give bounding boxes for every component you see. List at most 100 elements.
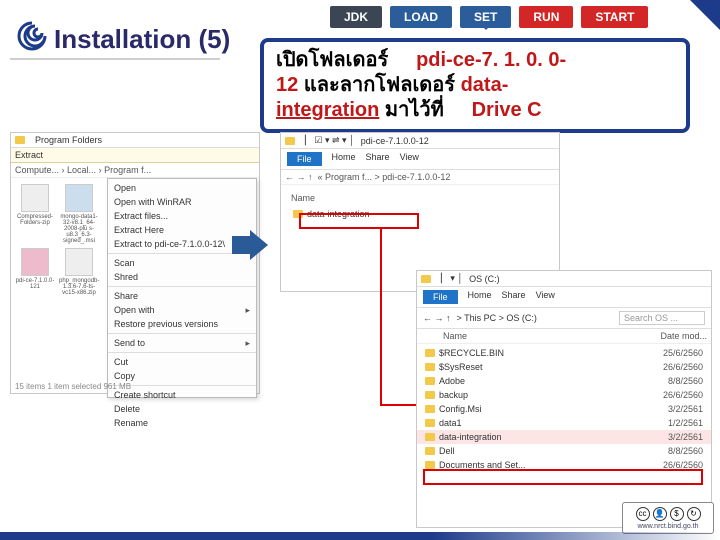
ctx-restore[interactable]: Restore previous versions <box>108 317 256 331</box>
window-title: pdi-ce-7.1.0.0-12 <box>361 136 429 146</box>
ctx-send-to[interactable]: Send to <box>108 336 256 350</box>
titlebar: ▏ ☑ ▾ ⇌ ▾ │ pdi-ce-7.1.0.0-12 <box>281 133 559 149</box>
file-tile[interactable]: php_mongodb-1.3.6-7.6-ts-vc15-x86.zip <box>59 248 99 296</box>
list-item[interactable]: $RECYCLE.BIN25/6/2560 <box>417 346 711 360</box>
cc-sa-icon: ↻ <box>687 507 701 521</box>
folder-icon <box>425 405 435 413</box>
page-title: Installation (5) <box>54 24 230 55</box>
explorer-window-c-drive: ▏ ▾ │ OS (C:) File Home Share View ← → ↑… <box>416 270 712 528</box>
search-input[interactable]: Search OS ... <box>619 311 705 325</box>
folder-icon <box>285 137 295 145</box>
status-bar: 15 items 1 item selected 961 MB <box>15 382 131 391</box>
nav-run[interactable]: RUN <box>519 6 573 28</box>
file-tile[interactable]: pdi-ce-7.1.0.0-121 <box>15 248 55 296</box>
crumb[interactable]: Local... <box>67 165 96 175</box>
column-headers: Name Date mod... <box>417 329 711 344</box>
cc-by-icon: 👤 <box>653 507 667 521</box>
titlebar: Program Folders <box>11 133 259 148</box>
corner-accent-bottom <box>0 532 720 540</box>
spiral-icon <box>16 20 48 52</box>
titlebar: ▏ ▾ │ OS (C:) <box>417 271 711 287</box>
corner-accent-top <box>690 0 720 30</box>
crumb[interactable]: Program f... <box>104 165 151 175</box>
ribbon-label: Extract <box>15 150 43 160</box>
ctx-open[interactable]: Open <box>108 181 256 195</box>
step-nav: JDK LOAD SET RUN START <box>330 6 648 28</box>
column-header: Name <box>287 191 553 205</box>
instruction-box: เปิดโฟลเดอร์ pdi-ce-7. 1. 0. 0- 12 และลา… <box>260 38 690 133</box>
nav-set[interactable]: SET <box>460 6 511 28</box>
explorer-window-downloads: Program Folders Extract Compute... › Loc… <box>10 132 260 394</box>
folder-icon <box>425 433 435 441</box>
ctx-cut[interactable]: Cut <box>108 355 256 369</box>
instr-text: Drive C <box>472 99 542 121</box>
list-item[interactable]: Config.Msi3/2/2561 <box>417 402 711 416</box>
folder-icon <box>425 461 435 469</box>
list-item[interactable]: data-integration3/2/2561 <box>417 430 711 444</box>
tab-home[interactable]: Home <box>332 152 356 166</box>
tab-file[interactable]: File <box>287 152 322 166</box>
ctx-open-with[interactable]: Open with <box>108 303 256 317</box>
arrow-icon <box>230 230 270 260</box>
file-tile[interactable]: mongo-data1-32-v8.1_64-2008-plu s-u8.3_6… <box>59 184 99 244</box>
folder-icon <box>425 349 435 357</box>
folder-icon <box>425 419 435 427</box>
window-title: OS (C:) <box>469 274 500 284</box>
instr-text: และลากโฟลเดอร์ <box>304 74 461 96</box>
list-item[interactable]: backup26/6/2560 <box>417 388 711 402</box>
folder-icon <box>421 275 431 283</box>
ctx-extract-files[interactable]: Extract files... <box>108 209 256 223</box>
nav-start[interactable]: START <box>581 6 648 28</box>
nav-jdk[interactable]: JDK <box>330 6 382 28</box>
tab-view[interactable]: View <box>400 152 419 166</box>
cc-badge: cc 👤 $ ↻ www.nrct.bind.go.th <box>622 502 714 534</box>
folder-icon <box>425 391 435 399</box>
tab-view[interactable]: View <box>536 290 555 304</box>
list-item[interactable]: Adobe8/8/2560 <box>417 374 711 388</box>
instr-text: pdi-ce-7. 1. 0. 0- <box>416 49 566 71</box>
title-underline <box>10 58 220 60</box>
instr-text: integration <box>276 99 379 121</box>
ctx-rename[interactable]: Rename <box>108 416 256 430</box>
connector-line <box>380 228 382 406</box>
tab-share[interactable]: Share <box>366 152 390 166</box>
file-grid: Compressed-Folders-zip mongo-data1-32-v8… <box>11 178 107 398</box>
list-item[interactable]: $SysReset26/6/2560 <box>417 360 711 374</box>
context-menu: Open Open with WinRAR Extract files... E… <box>107 178 257 398</box>
tabs: File Home Share View <box>417 287 711 308</box>
ribbon: Extract <box>11 148 259 163</box>
instr-text: data- <box>461 74 509 96</box>
list-item[interactable]: data11/2/2561 <box>417 416 711 430</box>
explorer-window-pdi: ▏ ☑ ▾ ⇌ ▾ │ pdi-ce-7.1.0.0-12 File Home … <box>280 132 560 292</box>
tab-file[interactable]: File <box>423 290 458 304</box>
tabs: File Home Share View <box>281 149 559 170</box>
list-item[interactable]: Dell8/8/2560 <box>417 444 711 458</box>
instr-text: 12 <box>276 74 298 96</box>
ctx-shred[interactable]: Shred <box>108 270 256 284</box>
folder-icon <box>15 136 25 144</box>
tab-home[interactable]: Home <box>468 290 492 304</box>
folder-icon <box>425 363 435 371</box>
crumb[interactable]: Compute... <box>15 165 59 175</box>
window-title: Program Folders <box>35 135 102 145</box>
cc-url: www.nrct.bind.go.th <box>637 523 698 530</box>
ctx-delete[interactable]: Delete <box>108 402 256 416</box>
cc-nc-icon: $ <box>670 507 684 521</box>
instr-text: เปิดโฟลเดอร์ <box>276 49 388 71</box>
instr-text: มาไว้ที่ <box>385 99 449 121</box>
breadcrumb[interactable]: ← → ↑ « Program f... > pdi-ce-7.1.0.0-12 <box>281 170 559 185</box>
highlight-box <box>423 469 703 485</box>
folder-icon <box>425 447 435 455</box>
file-list: $RECYCLE.BIN25/6/2560$SysReset26/6/2560A… <box>417 344 711 474</box>
file-tile[interactable]: Compressed-Folders-zip <box>15 184 55 244</box>
nav-load[interactable]: LOAD <box>390 6 452 28</box>
folder-icon <box>425 377 435 385</box>
ctx-open-winrar[interactable]: Open with WinRAR <box>108 195 256 209</box>
cc-icon: cc <box>636 507 650 521</box>
ctx-copy[interactable]: Copy <box>108 369 256 383</box>
breadcrumb[interactable]: ← → ↑ > This PC > OS (C:) Search OS ... <box>417 308 711 329</box>
ctx-share[interactable]: Share <box>108 289 256 303</box>
tab-share[interactable]: Share <box>502 290 526 304</box>
highlight-box <box>299 213 419 229</box>
breadcrumb: Compute... › Local... › Program f... <box>11 163 259 178</box>
